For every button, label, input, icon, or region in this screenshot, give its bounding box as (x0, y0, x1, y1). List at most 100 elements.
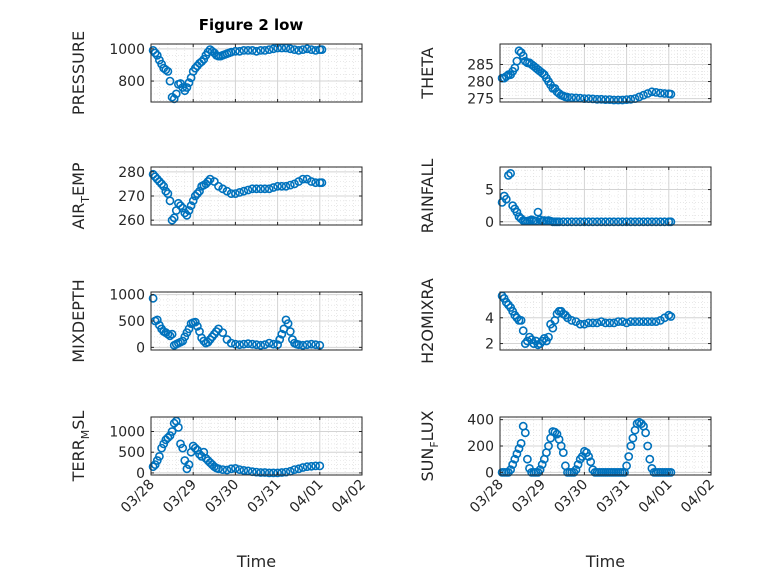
data-point (243, 185, 253, 195)
data-point (558, 448, 568, 457)
data-points (497, 46, 676, 105)
data-point (666, 467, 676, 477)
data-point (173, 198, 183, 208)
data-point (666, 89, 676, 99)
data-point (195, 186, 204, 196)
data-point (218, 184, 228, 194)
data-point (518, 326, 528, 336)
data-point (273, 181, 282, 191)
data-point (165, 76, 175, 86)
data-points (148, 43, 327, 104)
subplot-h2omixra: 2 4 H2OMIXRA (418, 278, 712, 364)
data-point (605, 95, 615, 104)
data-point (252, 467, 261, 477)
data-point (601, 95, 610, 104)
subplot-pressure: 800 1000 PRESSURE (69, 31, 363, 115)
data-point (230, 189, 240, 198)
data-point (165, 331, 175, 341)
data-point (184, 78, 194, 88)
x-axis-label: Time (236, 552, 276, 571)
data-point (645, 454, 655, 464)
data-point (239, 339, 249, 349)
data-point (311, 461, 320, 471)
data-point (184, 460, 194, 469)
data-point (548, 323, 558, 333)
data-point (660, 89, 669, 98)
data-point (596, 94, 606, 104)
data-point (516, 438, 526, 448)
data-point (294, 340, 304, 350)
data-point (176, 439, 185, 449)
data-point (656, 88, 665, 98)
data-point (214, 464, 223, 474)
data-point (188, 196, 198, 206)
y-axis-label: MIXDEPTH (69, 279, 88, 362)
data-point (596, 317, 606, 326)
data-point (163, 433, 173, 443)
data-point (311, 46, 320, 55)
data-point (252, 340, 261, 350)
y-tick-label: 800 (118, 74, 145, 90)
data-point (613, 95, 623, 105)
data-point (264, 184, 274, 194)
data-point (544, 332, 553, 342)
data-point (516, 315, 526, 325)
data-point (315, 461, 325, 471)
data-point (243, 339, 253, 349)
data-points (497, 168, 676, 227)
data-point (618, 317, 627, 326)
data-point (239, 46, 249, 55)
data-point (518, 51, 528, 61)
data-point (260, 468, 270, 477)
axes-box (499, 166, 712, 226)
y-axis-label: AIRTEMP (69, 162, 92, 229)
data-point (235, 465, 244, 474)
data-point (148, 462, 158, 472)
data-point (501, 72, 511, 81)
data-point (651, 88, 661, 97)
data-point (222, 465, 232, 475)
data-point (643, 317, 653, 326)
y-tick-label: 500 (118, 445, 145, 461)
data-point (173, 422, 183, 432)
axes-box (499, 291, 712, 351)
data-point (647, 87, 657, 97)
y-axis-label: RAINFALL (418, 159, 437, 234)
data-point (550, 427, 560, 437)
data-point (618, 95, 627, 105)
data-point (152, 315, 162, 325)
data-point (277, 329, 287, 339)
data-point (239, 186, 249, 196)
subplot-mixdepth: 0 500 1000 MIXDEPTH (69, 279, 363, 363)
y-axis-label: TERRMSL (69, 411, 92, 483)
y-tick-label: 1000 (109, 425, 145, 441)
data-point (186, 201, 196, 211)
y-tick-label: 260 (118, 213, 145, 229)
x-axis-label: Time (585, 552, 625, 571)
data-point (317, 178, 327, 188)
data-point (298, 45, 308, 54)
data-point (512, 207, 522, 217)
data-point (190, 317, 200, 327)
data-point (256, 46, 266, 55)
data-point (506, 168, 515, 178)
data-point (226, 338, 236, 348)
data-point (277, 468, 287, 477)
data-point (563, 92, 572, 102)
data-point (184, 324, 194, 334)
major-grid (151, 167, 362, 225)
data-point (630, 317, 640, 326)
data-point (247, 339, 257, 349)
data-point (161, 186, 171, 196)
data-point (302, 340, 312, 350)
data-point (247, 46, 257, 55)
data-point (268, 183, 278, 192)
axes-box (499, 43, 712, 103)
data-point (277, 181, 287, 191)
data-point (182, 83, 192, 92)
data-point (622, 95, 631, 104)
y-axis-label: THETA (418, 47, 437, 99)
subplot-rainfall: 0 5 RAINFALL (418, 159, 712, 234)
data-point (622, 318, 631, 328)
